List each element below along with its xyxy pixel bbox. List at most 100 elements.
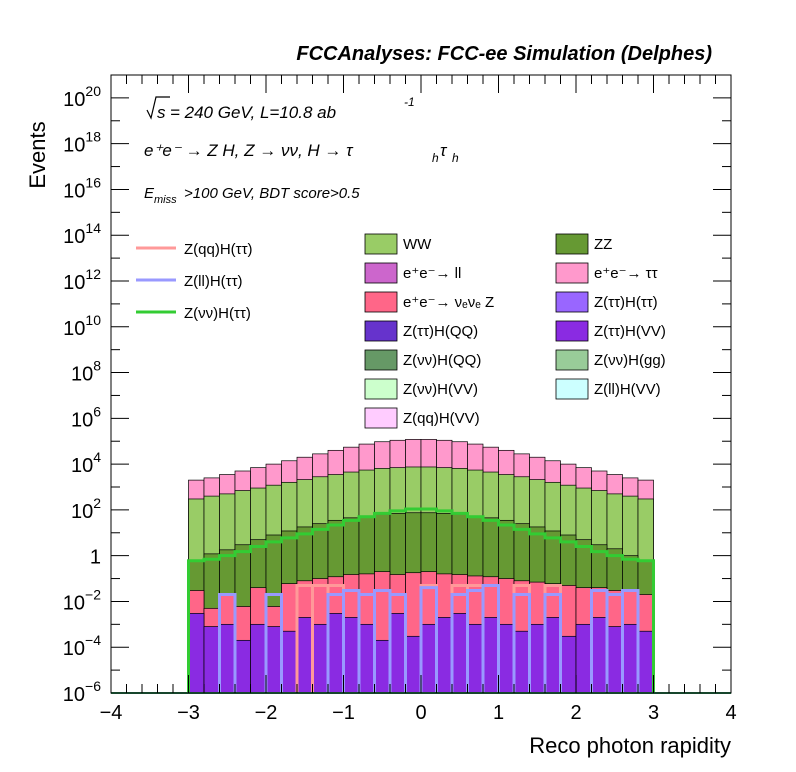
y-tick-label: 1 (90, 547, 101, 569)
x-axis-label: Reco photon rapidity (529, 733, 731, 758)
legend-box-label: Z(νν)H(gg) (594, 352, 666, 369)
y-tick-label: 1014 (63, 220, 101, 248)
overlay-line-2 (187, 507, 655, 693)
bar (606, 626, 623, 694)
energy-exponent: -1 (404, 95, 415, 109)
bar (591, 617, 608, 694)
y-tick-label: 10−6 (63, 678, 101, 706)
sqrt-symbol (146, 96, 170, 120)
y-tick-label: 1018 (63, 129, 101, 157)
legend-boxes: WW ZZ e⁺e⁻→ ll e⁺e⁻→ ττ e⁺e⁻→ νₑνₑ Z Z(ττ)H(τ… (364, 233, 666, 429)
legend-box-label: Z(νν)H(QQ) (403, 352, 481, 369)
y-tick-label: 1010 (63, 312, 101, 340)
legend-box-label: Z(νν)H(VV) (403, 381, 478, 398)
legend-line-label: Z(qq)H(ττ) (184, 241, 253, 258)
legend-box-swatch (364, 262, 398, 284)
legend-box-label: e⁺e⁻→ ττ (594, 265, 658, 282)
x-tick-label: 4 (725, 702, 736, 724)
legend-box-swatch (364, 291, 398, 313)
bar (622, 623, 639, 694)
legend-box-label: e⁺e⁻→ νₑνₑ Z (403, 294, 494, 311)
x-tick-label: −3 (177, 702, 200, 724)
x-tick-label: −2 (255, 702, 278, 724)
process-sub-1: h (432, 151, 439, 165)
x-tick-label: −1 (332, 702, 355, 724)
bar (281, 630, 298, 694)
y-tick-label: 106 (71, 403, 101, 431)
process-tail: τ (440, 141, 448, 160)
bar (405, 635, 422, 694)
bar (436, 617, 453, 694)
energy-annotation: s = 240 GeV, L=10.8 ab -1 (146, 95, 415, 122)
process-text: e⁺e⁻ → Z H, Z → νν, H → τ (144, 141, 354, 160)
y-tick-label: 10−2 (63, 586, 101, 614)
y-tick-label: 1020 (63, 83, 101, 111)
bar (234, 639, 251, 694)
legend-box-swatch (364, 320, 398, 342)
legend-box-swatch (555, 378, 589, 400)
bar (327, 613, 344, 694)
bar (250, 623, 267, 694)
energy-s: s (157, 103, 166, 122)
y-tick-label: 108 (71, 358, 101, 386)
cut-e: E (144, 185, 155, 202)
legend-box-label: e⁺e⁻→ ll (403, 265, 461, 282)
bar (544, 617, 561, 694)
process-annotation: e⁺e⁻ → Z H, Z → νν, H → τ h τ h (144, 141, 459, 165)
bar (498, 623, 515, 694)
cut-sub: miss (154, 194, 177, 206)
chart-title: FCCAnalyses: FCC-ee Simulation (Delphes) (296, 43, 712, 65)
legend-line-label: Z(νν)H(ττ) (184, 305, 251, 322)
bar (296, 617, 313, 694)
legend-box-label: ZZ (594, 236, 612, 253)
legend-box-label: Z(ττ)H(VV) (594, 323, 666, 340)
bar (467, 623, 484, 694)
bar (265, 626, 282, 694)
bar (420, 623, 437, 694)
legend-box-swatch (555, 320, 589, 342)
bar (203, 626, 220, 694)
bar (389, 613, 406, 694)
bar (219, 623, 236, 694)
legend-box-swatch (555, 291, 589, 313)
bar (312, 623, 329, 694)
x-tick-label: −4 (100, 702, 123, 724)
legend-box-label: Z(ττ)H(QQ) (403, 323, 478, 340)
y-tick-label: 1016 (63, 174, 101, 202)
y-tick-label: 104 (71, 449, 101, 477)
legend-box-swatch (364, 349, 398, 371)
legend-box-swatch (364, 233, 398, 255)
cut-annotation: E miss >100 GeV, BDT score>0.5 (144, 185, 360, 206)
overlay-line-1 (218, 583, 640, 693)
energy-text: = 240 GeV, L=10.8 ab (170, 103, 336, 122)
legend-line-label: Z(ll)H(ττ) (184, 273, 243, 290)
x-tick-label: 2 (570, 702, 581, 724)
y-tick-label: 10−4 (63, 632, 101, 660)
y-tick-label: 102 (71, 495, 101, 523)
legend-box-swatch (555, 262, 589, 284)
bar (451, 613, 468, 694)
y-axis-label: Events (25, 121, 50, 188)
overlay-line-0 (295, 583, 562, 693)
bar (482, 617, 499, 694)
legend-box-swatch (555, 349, 589, 371)
bar (529, 623, 546, 694)
bar (637, 630, 654, 694)
bar (343, 617, 360, 694)
bar (513, 630, 530, 694)
y-tick-label: 1012 (63, 266, 101, 294)
process-sub-2: h (452, 151, 459, 165)
bar (358, 623, 375, 694)
cut-text: >100 GeV, BDT score>0.5 (184, 185, 360, 202)
x-tick-label: 0 (415, 702, 426, 724)
axes: −4 −3 −2 −1 0 1 2 3 4 10−6 10−4 10−2 1 102 104 106 108 10… (63, 74, 737, 724)
legend-lines: Z(qq)H(ττ) Z(ll)H(ττ) Z(νν)H(ττ) (136, 241, 253, 322)
bar (188, 613, 205, 694)
legend-box-label: WW (403, 236, 432, 253)
legend-box-swatch (555, 233, 589, 255)
legend-box-label: Z(ττ)H(ττ) (594, 294, 658, 311)
bar (374, 639, 391, 694)
x-tick-label: 3 (648, 702, 659, 724)
bar (560, 635, 577, 694)
